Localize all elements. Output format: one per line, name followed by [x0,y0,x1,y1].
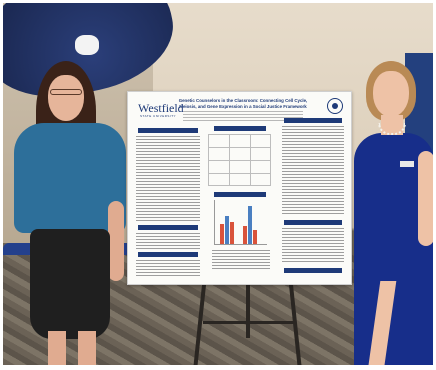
data-table [208,134,271,186]
presenter-right [348,61,433,365]
bar-chart [214,200,267,245]
presenter-left [8,61,133,365]
chart-bar [225,216,229,244]
section-header [284,268,342,273]
glasses-icon [50,89,82,95]
section-header [284,220,342,225]
university-seal-icon [327,98,343,114]
arm [418,151,433,246]
chart-bar [253,230,257,244]
section-text [282,126,344,216]
poster-title: Genetic Counselors in the Classroom: Con… [178,98,308,109]
black-skirt [30,229,110,339]
section-text [136,136,200,222]
easel-crossbar [203,321,295,324]
poster-logo: Westfield [138,101,184,115]
face [373,71,409,117]
umbrella-ornament [75,35,99,55]
section-text [136,233,200,249]
chart-bar [230,222,234,244]
section-header [138,252,198,257]
photo: Westfield STATE UNIVERSITY Genetic Couns… [3,3,433,365]
research-poster: Westfield STATE UNIVERSITY Genetic Couns… [127,91,352,285]
chart-bar [220,224,224,244]
poster-logo-subtext: STATE UNIVERSITY [140,114,177,118]
easel-leg [246,283,250,338]
section-header [138,225,198,230]
section-text [282,228,344,264]
arm [108,201,124,281]
leg [48,331,66,365]
chart-bar [243,226,247,244]
blue-top [14,123,126,233]
chart-bar [248,206,252,244]
poster-authors [183,111,303,121]
section-header [214,192,266,197]
face [48,75,84,121]
section-header [284,118,342,123]
leg [78,331,96,365]
section-text [212,250,270,270]
section-header [214,126,266,131]
section-text [136,260,200,278]
section-header [138,128,198,133]
name-badge [400,161,414,167]
